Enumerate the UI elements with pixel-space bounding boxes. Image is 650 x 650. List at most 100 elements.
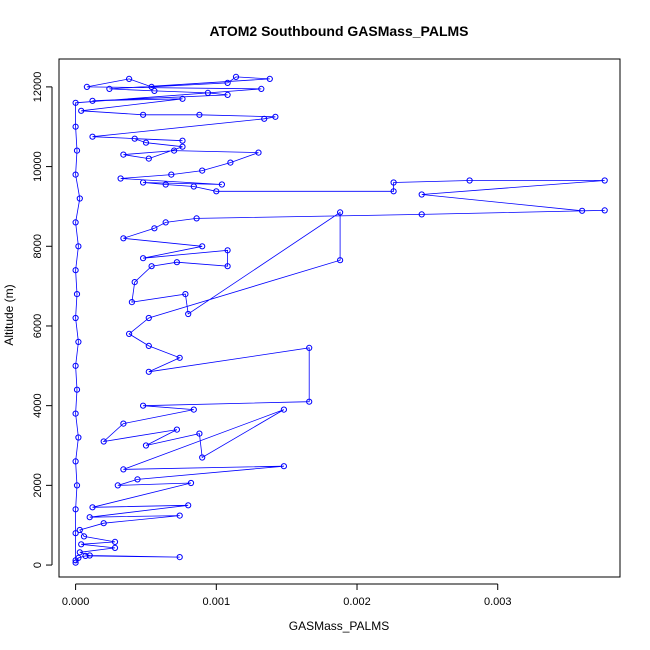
data-point-7 xyxy=(78,541,85,548)
data-point-14 xyxy=(185,502,192,509)
data-point-29 xyxy=(140,402,147,409)
data-point-62 xyxy=(190,183,197,190)
series-line xyxy=(75,76,605,563)
data-point-32 xyxy=(145,368,152,375)
data-point-25 xyxy=(173,426,180,433)
data-point-67 xyxy=(168,171,175,178)
y-tick-label-6: 12000 xyxy=(32,72,44,103)
data-point-83 xyxy=(78,107,85,114)
y-tick-label-2: 4000 xyxy=(32,393,44,417)
data-point-100 xyxy=(72,171,79,178)
data-point-27 xyxy=(120,420,127,427)
y-tick-label-5: 10000 xyxy=(32,151,44,182)
data-point-72 xyxy=(120,151,127,158)
y-tick-label-1: 2000 xyxy=(32,473,44,497)
data-point-31 xyxy=(306,344,313,351)
data-point-49 xyxy=(120,235,127,242)
data-point-68 xyxy=(199,167,206,174)
data-point-12 xyxy=(176,512,183,519)
data-point-79 xyxy=(261,115,268,122)
data-point-64 xyxy=(140,179,147,186)
data-point-95 xyxy=(83,83,91,91)
data-point-96 xyxy=(258,85,265,93)
data-point-42 xyxy=(131,279,138,286)
data-point-93 xyxy=(148,83,155,91)
data-point-34 xyxy=(145,342,152,349)
axis-layer: 0.000 0.001 0.002 0.003 0 2000 4000 6000 8000 100… xyxy=(32,72,511,608)
data-point-82 xyxy=(140,111,147,118)
data-point-37 xyxy=(337,257,344,264)
x-tick-label-3: 0.003 xyxy=(484,596,512,608)
data-point-59 xyxy=(390,179,397,186)
data-point-17 xyxy=(114,482,121,489)
data-point-97 xyxy=(72,99,79,106)
data-point-103 xyxy=(75,243,82,250)
data-point-70 xyxy=(255,149,262,156)
data-point-47 xyxy=(140,255,147,262)
data-point-40 xyxy=(182,291,189,298)
data-layer xyxy=(72,73,608,566)
data-point-3 xyxy=(176,554,183,561)
data-point-98 xyxy=(72,123,79,130)
y-tick-label-0: 0 xyxy=(32,562,44,568)
data-point-9 xyxy=(80,533,88,540)
data-point-80 xyxy=(272,113,279,120)
data-point-43 xyxy=(148,263,155,270)
data-point-104 xyxy=(72,267,79,274)
data-point-87 xyxy=(204,89,211,97)
data-point-5 xyxy=(76,549,83,556)
data-point-86 xyxy=(224,91,231,99)
data-point-10 xyxy=(76,526,83,534)
data-point-50 xyxy=(151,225,158,232)
data-point-69 xyxy=(227,159,234,166)
data-point-108 xyxy=(72,362,79,369)
data-point-109 xyxy=(73,386,81,393)
data-point-110 xyxy=(72,410,79,417)
data-point-48 xyxy=(199,243,206,250)
data-point-20 xyxy=(120,466,127,473)
data-point-16 xyxy=(187,479,195,487)
data-point-15 xyxy=(89,504,96,511)
data-point-39 xyxy=(185,310,192,318)
data-point-61 xyxy=(213,188,220,195)
data-point-33 xyxy=(176,354,183,361)
data-point-94 xyxy=(126,75,133,83)
data-point-76 xyxy=(131,135,138,142)
data-point-60 xyxy=(390,188,397,195)
data-point-35 xyxy=(126,330,133,337)
data-point-65 xyxy=(218,181,225,188)
data-point-99 xyxy=(73,147,81,154)
data-point-56 xyxy=(418,191,425,198)
data-point-8 xyxy=(111,538,119,546)
data-point-63 xyxy=(162,181,169,188)
data-point-22 xyxy=(199,454,206,461)
data-point-28 xyxy=(190,406,197,413)
data-point-38 xyxy=(337,209,344,216)
data-point-4 xyxy=(86,552,93,559)
data-point-115 xyxy=(72,530,79,537)
data-point-11 xyxy=(100,520,107,527)
x-axis-label: GASMass_PALMS xyxy=(289,619,389,633)
data-point-57 xyxy=(601,177,608,184)
data-point-6 xyxy=(111,544,119,552)
data-point-89 xyxy=(106,85,113,93)
data-point-91 xyxy=(232,73,240,81)
data-point-53 xyxy=(418,211,425,218)
data-point-101 xyxy=(76,195,83,202)
data-point-71 xyxy=(171,147,178,154)
data-point-36 xyxy=(145,314,152,322)
x-tick-label-1: 0.001 xyxy=(203,596,231,608)
data-point-51 xyxy=(162,219,169,226)
data-point-116 xyxy=(72,557,79,564)
data-point-52 xyxy=(193,215,200,222)
x-tick-label-2: 0.002 xyxy=(343,596,371,608)
data-point-113 xyxy=(73,482,81,489)
data-point-58 xyxy=(466,177,473,184)
data-point-78 xyxy=(89,133,96,140)
data-point-74 xyxy=(179,143,186,150)
data-point-13 xyxy=(86,514,93,521)
data-point-107 xyxy=(75,338,82,345)
data-point-0 xyxy=(72,559,79,566)
